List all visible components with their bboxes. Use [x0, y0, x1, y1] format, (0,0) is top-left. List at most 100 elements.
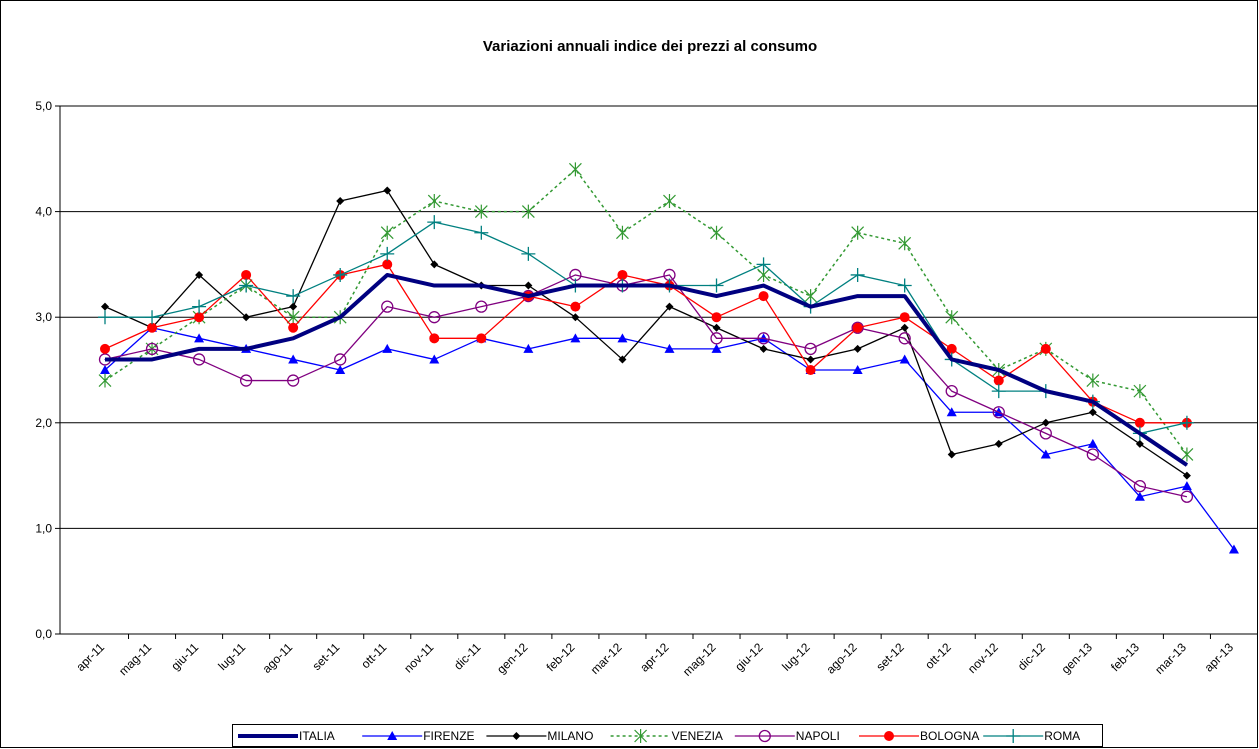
y-tick-label: 2,0: [35, 416, 52, 430]
marker: [898, 332, 911, 345]
marker: [333, 267, 348, 282]
point: [1186, 464, 1188, 466]
point: [480, 285, 482, 287]
marker: [1133, 384, 1147, 399]
marker: [524, 281, 533, 290]
marker: [242, 313, 251, 322]
y-tick-label: 1,0: [35, 521, 52, 535]
point: [386, 274, 388, 276]
marker: [806, 355, 815, 364]
marker: [1086, 373, 1100, 388]
marker: [1088, 408, 1097, 417]
marker: [1006, 729, 1021, 743]
marker: [428, 311, 441, 324]
marker: [993, 375, 1004, 386]
marker: [521, 246, 536, 261]
marker: [899, 354, 910, 364]
marker: [663, 194, 676, 209]
y-tick-label: 5,0: [35, 99, 52, 113]
marker: [387, 731, 398, 740]
legend-label: ITALIA: [299, 729, 335, 743]
marker: [101, 302, 109, 311]
marker: [98, 373, 112, 388]
marker: [711, 343, 722, 353]
marker: [288, 322, 299, 333]
point: [621, 285, 623, 287]
marker: [758, 729, 771, 743]
marker: [851, 321, 864, 334]
series-line: [104, 189, 1188, 477]
marker: [474, 225, 489, 240]
marker: [429, 354, 440, 364]
marker: [945, 384, 958, 398]
marker: [1134, 491, 1145, 501]
marker: [900, 323, 909, 332]
legend-label: FIRENZE: [423, 729, 474, 743]
marker: [194, 312, 205, 323]
marker: [382, 259, 393, 270]
marker: [286, 289, 301, 304]
marker: [1133, 480, 1147, 493]
marker: [1086, 448, 1099, 461]
marker: [804, 342, 817, 356]
legend-label: VENEZIA: [672, 729, 723, 743]
point: [1092, 401, 1094, 403]
marker: [100, 365, 110, 374]
marker: [852, 322, 863, 333]
point: [716, 295, 718, 297]
marker: [286, 310, 300, 325]
marker: [475, 300, 488, 313]
marker: [521, 204, 535, 219]
legend-label: NAPOLI: [796, 729, 840, 743]
marker: [427, 215, 442, 230]
marker: [994, 439, 1003, 448]
marker: [1180, 490, 1194, 503]
point: [904, 295, 906, 297]
marker: [1134, 417, 1145, 428]
marker: [195, 270, 204, 279]
point: [951, 358, 953, 360]
point: [433, 285, 435, 287]
marker: [1039, 427, 1052, 440]
marker: [634, 729, 648, 743]
point: [574, 285, 576, 287]
marker: [382, 343, 393, 353]
marker: [430, 260, 439, 269]
marker: [100, 343, 110, 354]
marker: [851, 225, 865, 240]
marker: [852, 365, 863, 374]
marker: [383, 186, 392, 195]
y-tick-label: 0,0: [35, 627, 52, 641]
marker: [711, 312, 722, 323]
marker: [805, 365, 816, 375]
marker: [759, 344, 768, 353]
y-tick-label: 4,0: [35, 205, 52, 219]
marker: [664, 343, 675, 353]
marker: [945, 310, 959, 325]
marker: [288, 354, 299, 364]
marker: [145, 310, 160, 325]
point: [104, 358, 106, 360]
point: [1045, 390, 1047, 392]
y-tick-label: 3,0: [35, 310, 52, 324]
marker: [570, 333, 581, 343]
marker: [380, 225, 394, 240]
marker: [429, 333, 440, 344]
series-line: [104, 168, 1188, 455]
marker: [145, 342, 159, 356]
marker: [992, 406, 1005, 419]
marker: [287, 374, 300, 387]
marker: [380, 246, 395, 261]
marker: [758, 291, 769, 302]
marker: [512, 732, 521, 740]
marker: [336, 197, 345, 206]
marker: [568, 162, 582, 177]
marker: [850, 267, 865, 282]
point: [245, 348, 247, 350]
marker: [616, 225, 629, 240]
marker: [239, 278, 254, 293]
marker: [474, 204, 488, 219]
marker: [147, 322, 158, 333]
